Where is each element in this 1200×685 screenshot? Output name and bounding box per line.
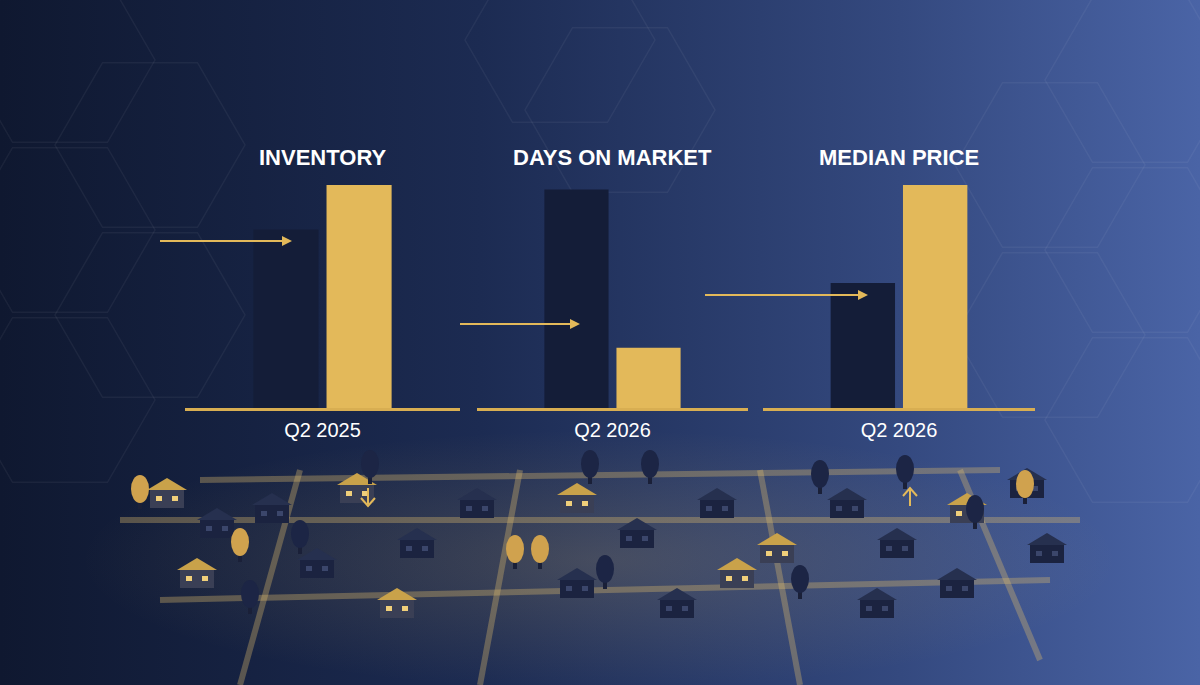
svg-text:Q2 2026: Q2 2026: [861, 419, 938, 441]
svg-text:MEDIAN PRICE: MEDIAN PRICE: [819, 145, 979, 170]
svg-text:INVENTORY: INVENTORY: [259, 145, 386, 170]
svg-text:Q2 2026: Q2 2026: [574, 419, 651, 441]
svg-text:Q2 2025: Q2 2025: [284, 419, 361, 441]
svg-text:DAYS ON MARKET: DAYS ON MARKET: [513, 145, 712, 170]
